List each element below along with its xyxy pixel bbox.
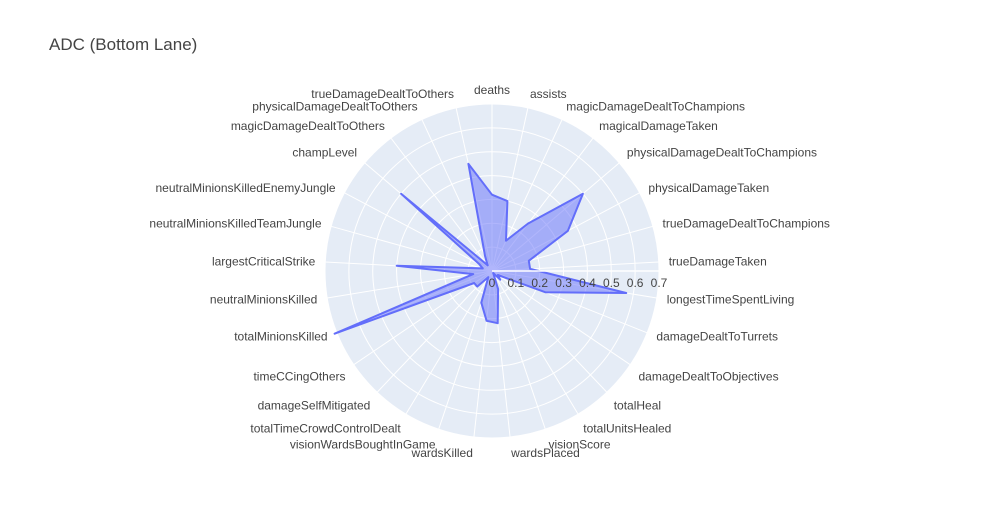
- radial-tick-label: 0.7: [651, 276, 668, 290]
- category-label: longestTimeSpentLiving: [667, 293, 795, 307]
- category-label: magicDamageDealtToChampions: [566, 99, 745, 113]
- category-label: physicalDamageDealtToOthers: [252, 99, 417, 113]
- chart-title: ADC (Bottom Lane): [49, 35, 197, 54]
- radial-tick-label: 0.6: [627, 276, 644, 290]
- category-label: totalMinionsKilled: [234, 330, 327, 344]
- category-label: trueDamageDealtToChampions: [663, 217, 830, 231]
- category-label: assists: [530, 87, 567, 101]
- category-label: damageDealtToObjectives: [639, 369, 779, 383]
- category-label: magicDamageDealtToOthers: [231, 119, 385, 133]
- radial-tick-label: 0.3: [555, 276, 572, 290]
- radial-tick-label: 0.5: [603, 276, 620, 290]
- category-label: totalUnitsHealed: [583, 422, 671, 436]
- category-label: physicalDamageTaken: [648, 181, 769, 195]
- category-label: neutralMinionsKilledEnemyJungle: [155, 181, 335, 195]
- category-label: wardsPlaced: [510, 446, 580, 460]
- category-label: totalHeal: [614, 399, 661, 413]
- category-label: trueDamageTaken: [669, 254, 767, 268]
- category-label: damageDealtToTurrets: [656, 330, 778, 344]
- category-label: deaths: [474, 83, 510, 97]
- radial-tick-label: 0.2: [531, 276, 548, 290]
- category-label: physicalDamageDealtToChampions: [627, 145, 817, 159]
- category-label: visionWardsBoughtInGame: [290, 438, 436, 452]
- category-label: neutralMinionsKilledTeamJungle: [149, 217, 321, 231]
- category-label: damageSelfMitigated: [258, 399, 371, 413]
- category-label: largestCriticalStrike: [212, 254, 316, 268]
- radial-tick-label: 0.4: [579, 276, 596, 290]
- category-label: trueDamageDealtToOthers: [311, 87, 454, 101]
- radial-tick-label: 0: [489, 276, 496, 290]
- category-label: totalTimeCrowdControlDealt: [250, 422, 401, 436]
- category-label: champLevel: [292, 145, 357, 159]
- radial-tick-label: 0.1: [508, 276, 525, 290]
- category-label: neutralMinionsKilled: [210, 293, 317, 307]
- category-label: magicalDamageTaken: [599, 119, 718, 133]
- category-label: timeCCingOthers: [253, 369, 345, 383]
